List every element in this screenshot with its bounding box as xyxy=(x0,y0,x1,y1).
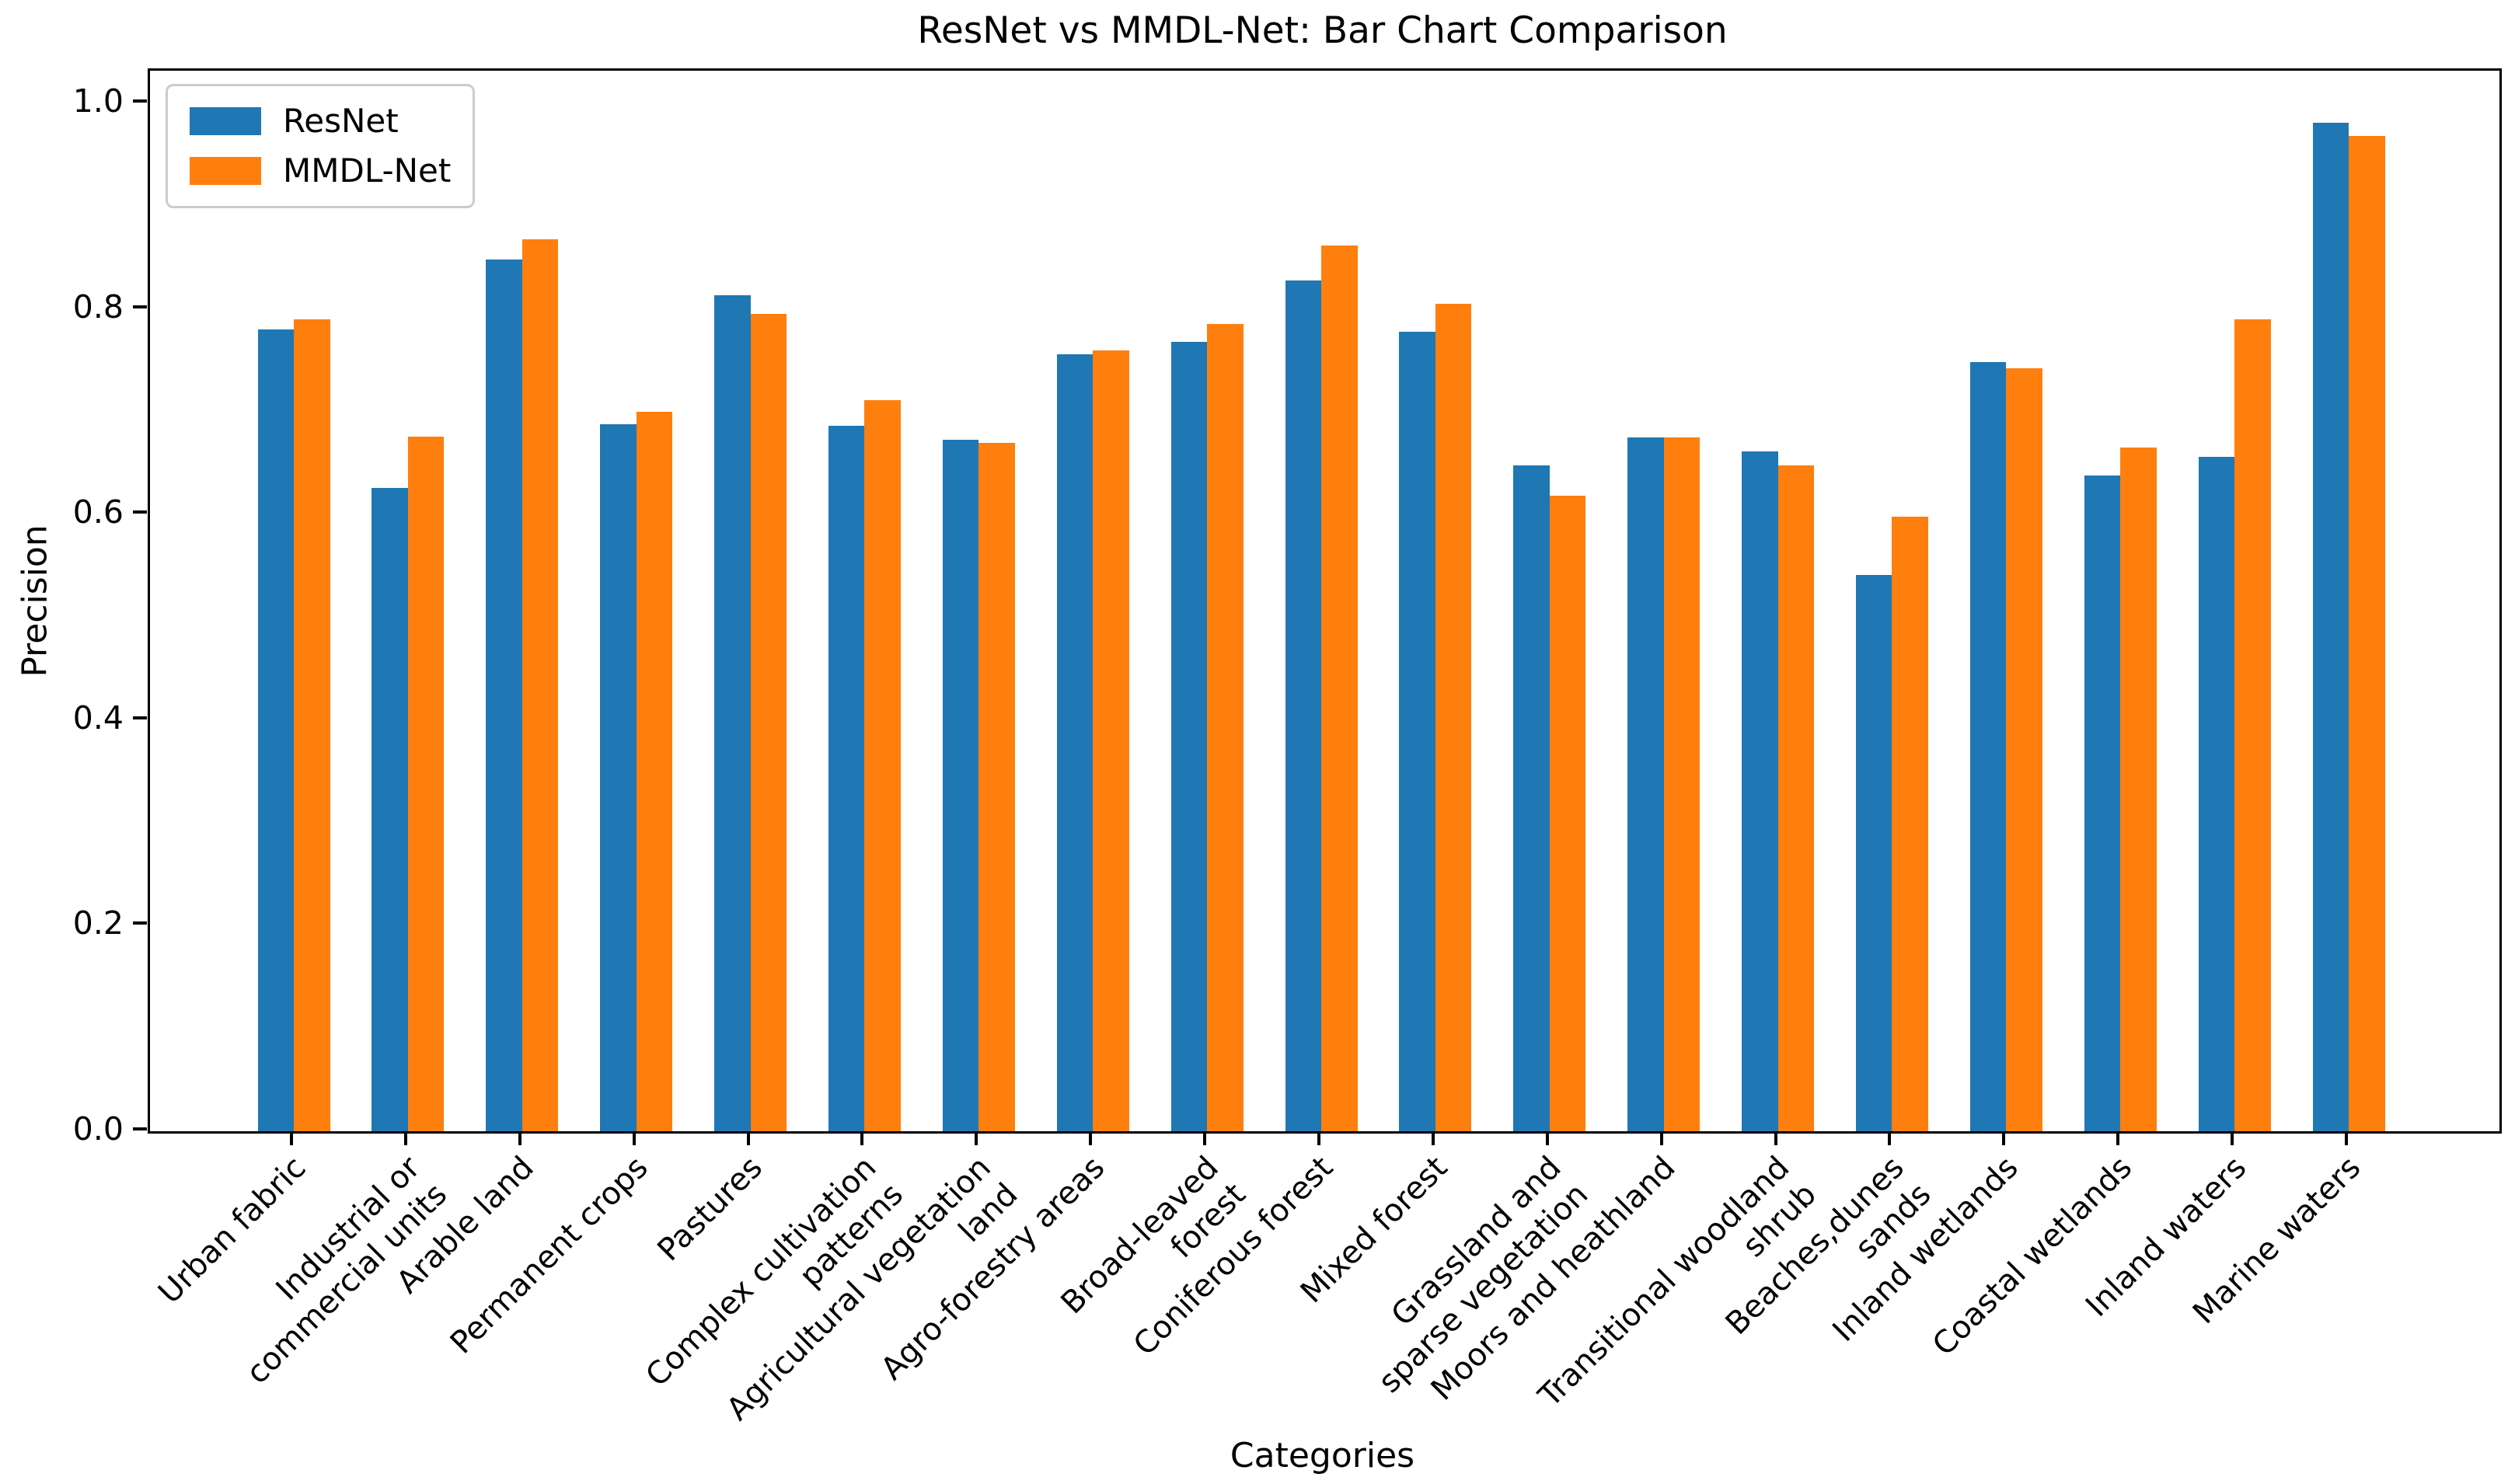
bar-resnet-6 xyxy=(942,440,979,1131)
bar-resnet-8 xyxy=(1170,342,1208,1131)
x-tick-mark xyxy=(518,1131,521,1145)
bar-mmdlnet-5 xyxy=(864,400,901,1131)
legend-item-resnet: ResNet xyxy=(190,105,451,138)
bar-mmdlnet-1 xyxy=(407,437,445,1131)
y-tick-mark xyxy=(133,510,147,514)
y-axis-label: Precision xyxy=(15,524,55,678)
bar-mmdlnet-9 xyxy=(1321,246,1358,1131)
resnet-color-swatch xyxy=(190,107,261,135)
x-tick-mark xyxy=(975,1131,978,1145)
x-tick-mark xyxy=(860,1131,864,1145)
x-tick-label: Pastures xyxy=(651,1149,769,1269)
bar-resnet-0 xyxy=(257,329,294,1131)
x-tick-mark xyxy=(2231,1131,2234,1145)
x-tick-mark xyxy=(1203,1131,1207,1145)
bar-resnet-10 xyxy=(1399,332,1435,1131)
bar-mmdlnet-17 xyxy=(2234,319,2271,1131)
bar-resnet-5 xyxy=(828,426,865,1131)
bar-mmdlnet-3 xyxy=(636,412,673,1131)
x-tick-mark xyxy=(1431,1131,1435,1145)
x-tick-mark xyxy=(2002,1131,2006,1145)
bar-resnet-11 xyxy=(1513,465,1550,1131)
y-tick-label: 0.0 xyxy=(72,1110,124,1148)
bar-resnet-17 xyxy=(2198,457,2235,1131)
bar-mmdlnet-2 xyxy=(521,239,559,1131)
bar-mmdlnet-7 xyxy=(1093,350,1129,1131)
mmdlnet-color-swatch xyxy=(190,157,261,185)
x-tick-mark xyxy=(290,1131,293,1145)
y-tick-mark xyxy=(133,921,147,925)
bar-resnet-14 xyxy=(1855,575,1892,1131)
legend: ResNet MMDL-Net xyxy=(166,84,476,208)
chart-title: ResNet vs MMDL-Net: Bar Chart Comparison xyxy=(917,9,1728,52)
bar-resnet-7 xyxy=(1056,354,1094,1131)
y-tick-mark xyxy=(133,1127,147,1130)
bar-resnet-1 xyxy=(371,488,408,1131)
bar-resnet-12 xyxy=(1627,437,1664,1131)
bar-mmdlnet-14 xyxy=(1892,517,1928,1131)
bar-resnet-9 xyxy=(1285,280,1321,1131)
x-tick-mark xyxy=(1089,1131,1093,1145)
bar-mmdlnet-6 xyxy=(978,443,1015,1131)
bar-mmdlnet-4 xyxy=(750,314,787,1131)
bar-mmdlnet-10 xyxy=(1435,304,1472,1131)
x-tick-mark xyxy=(1774,1131,1777,1145)
x-tick-mark xyxy=(1317,1131,1320,1145)
plot-area xyxy=(148,68,2502,1134)
y-tick-mark xyxy=(133,99,147,103)
y-tick-label: 0.8 xyxy=(72,287,124,326)
bar-resnet-3 xyxy=(600,424,637,1131)
x-tick-mark xyxy=(1659,1131,1663,1145)
y-tick-label: 0.6 xyxy=(72,493,124,531)
bar-mmdlnet-0 xyxy=(294,319,330,1131)
y-tick-mark xyxy=(133,716,147,719)
bar-resnet-16 xyxy=(2084,476,2121,1131)
y-tick-label: 1.0 xyxy=(72,82,124,120)
bar-resnet-4 xyxy=(714,295,751,1131)
legend-label: MMDL-Net xyxy=(283,152,452,190)
x-tick-mark xyxy=(403,1131,407,1145)
bar-mmdlnet-11 xyxy=(1549,496,1586,1131)
x-tick-mark xyxy=(2345,1131,2349,1145)
bar-mmdlnet-15 xyxy=(2006,368,2042,1131)
x-tick-label: Coastal wetlands xyxy=(1926,1149,2140,1364)
x-tick-mark xyxy=(632,1131,636,1145)
bar-resnet-18 xyxy=(2312,123,2349,1131)
bar-resnet-15 xyxy=(1969,362,2007,1131)
bar-mmdlnet-16 xyxy=(2120,448,2157,1131)
y-tick-label: 0.2 xyxy=(72,904,124,942)
y-tick-label: 0.4 xyxy=(72,698,124,737)
x-tick-mark xyxy=(1545,1131,1549,1145)
bar-mmdlnet-12 xyxy=(1663,437,1701,1131)
x-tick-label: Permanent crops xyxy=(444,1149,655,1361)
x-tick-mark xyxy=(2116,1131,2120,1145)
y-tick-mark xyxy=(133,305,147,308)
legend-label: ResNet xyxy=(283,102,399,140)
x-tick-mark xyxy=(746,1131,750,1145)
x-axis-label: Categories xyxy=(1230,1436,1415,1475)
legend-item-mmdlnet: MMDL-Net xyxy=(190,155,451,187)
bar-mmdlnet-8 xyxy=(1207,324,1244,1131)
bar-resnet-2 xyxy=(486,260,522,1131)
x-tick-mark xyxy=(1888,1131,1892,1145)
bar-mmdlnet-13 xyxy=(1777,465,1815,1131)
bar-mmdlnet-18 xyxy=(2349,136,2385,1131)
bar-resnet-13 xyxy=(1742,451,1778,1131)
